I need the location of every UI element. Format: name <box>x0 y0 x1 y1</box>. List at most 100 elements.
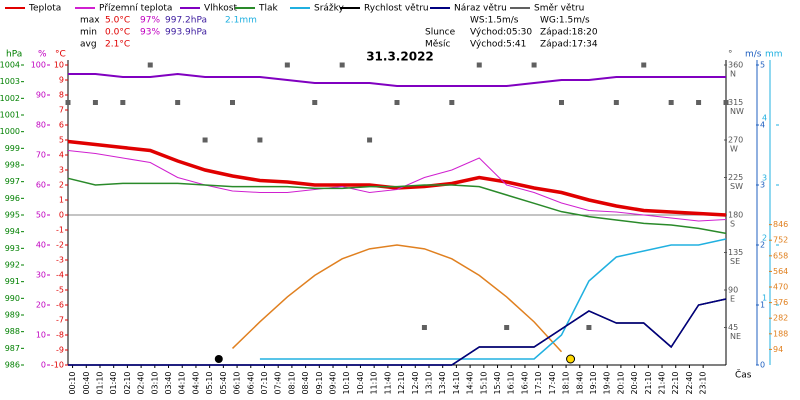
x-tick-label: 05:10 <box>205 371 214 394</box>
y-tick-label: 1003 <box>0 77 20 86</box>
series-line <box>68 72 726 87</box>
legend-label: Srážky <box>314 4 345 14</box>
x-tick-label: 11:10 <box>370 371 379 394</box>
y-tick-label: 752 <box>773 236 788 245</box>
unit-label: % <box>38 50 47 60</box>
stat: avg <box>80 40 97 50</box>
y-tick-label: 987 <box>5 344 20 353</box>
y-tick-label: 100 <box>31 61 46 70</box>
x-tick-label: 12:10 <box>397 371 406 394</box>
x-tick-label: 15:40 <box>493 371 502 394</box>
series-line <box>67 150 727 222</box>
unit-label: m/s <box>745 50 762 60</box>
y-tick-label: 6 <box>59 121 64 130</box>
y-tick-label: 4 <box>760 121 765 130</box>
y-tick-label: 658 <box>773 251 788 260</box>
x-tick-label: 13:40 <box>438 371 447 394</box>
y-tick-label: 188 <box>773 329 788 338</box>
wind-stat: WG:1.5m/s <box>540 16 590 26</box>
y-tick-label: 1 <box>762 294 767 303</box>
wind-stat: WS:1.5m/s <box>470 16 519 26</box>
y-tick-label: 994 <box>5 227 20 236</box>
x-tick-label: 07:40 <box>274 371 283 394</box>
y-tick-label: 999 <box>5 144 20 153</box>
direction-marker <box>202 137 208 143</box>
x-tick-label: 15:10 <box>479 371 488 394</box>
x-tick-label: 10:10 <box>342 371 351 394</box>
direction-marker <box>449 100 455 105</box>
legend-label: Teplota <box>28 4 61 14</box>
y-tick-label: -8 <box>56 331 64 340</box>
x-tick-label: 10:40 <box>356 371 365 394</box>
x-tick-label: 16:10 <box>507 371 516 394</box>
series-line <box>67 139 727 217</box>
sun-stat: Západ:18:20 <box>540 28 598 38</box>
legend-label: Rychlost větru <box>364 4 429 14</box>
x-tick-label: 19:10 <box>589 371 598 394</box>
direction-marker <box>531 62 537 68</box>
direction-marker <box>476 62 482 68</box>
x-tick-label: 18:10 <box>562 371 571 394</box>
x-tick-label: 05:40 <box>219 371 228 394</box>
series-line <box>67 177 727 235</box>
y-tick-label: 8 <box>59 91 64 100</box>
series-line <box>68 298 727 366</box>
y-tick-label: 180 <box>728 211 743 220</box>
y-tick-label: 20 <box>36 301 46 310</box>
moon-stat: Měsíc <box>425 40 450 50</box>
direction-marker <box>339 62 345 68</box>
y-tick-label: 50 <box>36 211 46 220</box>
series-line <box>259 238 727 360</box>
y-tick-name: E <box>730 295 735 304</box>
y-tick-label: 988 <box>5 327 20 336</box>
y-tick-label: 90 <box>728 286 738 295</box>
y-tick-label: 360 <box>728 61 743 70</box>
y-tick-label: -6 <box>56 301 64 310</box>
x-tick-label: 14:10 <box>452 371 461 394</box>
y-tick-name: S <box>730 220 735 229</box>
stat: 993.9hPa <box>165 28 207 38</box>
stat: min <box>80 28 97 38</box>
x-tick-label: 00:10 <box>68 371 77 394</box>
x-tick-label: 07:10 <box>260 371 269 394</box>
y-tick-label: 315 <box>728 98 743 107</box>
y-tick-label: 995 <box>5 211 20 220</box>
x-tick-label: 11:40 <box>383 371 392 394</box>
unit-label: hPa <box>6 50 22 60</box>
direction-marker <box>613 100 619 105</box>
y-tick-label: 90 <box>36 91 46 100</box>
y-tick-name: N <box>730 70 736 79</box>
x-tick-label: 22:40 <box>685 371 694 394</box>
stat: 97% <box>140 16 160 26</box>
y-tick-label: 2 <box>59 181 64 190</box>
y-tick-label: -1 <box>56 226 64 235</box>
y-tick-label: 993 <box>5 244 20 253</box>
stat: 0.0°C <box>105 28 130 38</box>
y-tick-label: 997 <box>5 177 20 186</box>
y-tick-label: 996 <box>5 194 20 203</box>
y-tick-label: 80 <box>36 121 46 130</box>
y-tick-label: 60 <box>36 181 46 190</box>
x-tick-label: 04:40 <box>191 371 200 394</box>
x-tick-label: 17:40 <box>548 371 557 394</box>
y-tick-label: 992 <box>5 261 20 270</box>
sunrise-marker <box>214 355 223 363</box>
y-tick-label: 3 <box>762 174 767 183</box>
y-tick-label: 5 <box>760 61 765 70</box>
x-tick-label: 08:40 <box>301 371 310 394</box>
y-tick-label: 1 <box>59 196 64 205</box>
y-tick-label: -9 <box>56 346 64 355</box>
direction-marker <box>65 100 71 105</box>
y-tick-label: 986 <box>5 361 20 370</box>
direction-marker <box>257 137 263 143</box>
y-tick-label: 225 <box>728 173 743 182</box>
direction-marker <box>120 100 126 105</box>
direction-marker <box>394 100 400 105</box>
y-tick-name: W <box>730 145 738 154</box>
legend-label: Tlak <box>258 4 279 14</box>
stat: max <box>80 16 100 26</box>
y-tick-label: 270 <box>728 136 743 145</box>
y-tick-label: 846 <box>773 220 788 229</box>
x-tick-label: 00:40 <box>82 371 91 394</box>
